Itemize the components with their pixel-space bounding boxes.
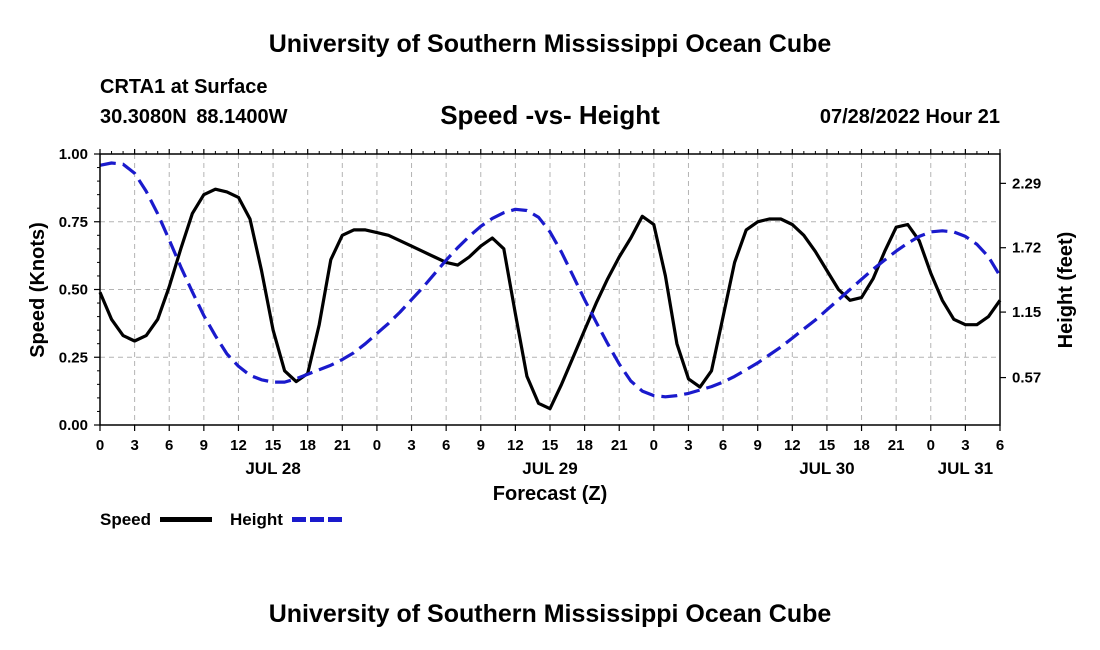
- y-tick-label: 0.50: [59, 282, 88, 299]
- x-tick-label: 9: [477, 437, 485, 454]
- station-coordinates: 30.3080N 88.1400W: [100, 106, 287, 129]
- top-title: University of Southern Mississippi Ocean…: [268, 30, 832, 58]
- y2-tick-label: 1.72: [1012, 240, 1041, 257]
- x-tick-label: 3: [407, 437, 415, 454]
- x-tick-label: 18: [853, 437, 870, 454]
- date-label: JUL 29: [522, 459, 577, 478]
- x-tick-label: 9: [200, 437, 208, 454]
- latitude: 30.3080N: [100, 106, 187, 128]
- y-tick-label: 1.00: [59, 146, 88, 163]
- x-tick-label: 12: [784, 437, 801, 454]
- y-tick-label: 0.25: [59, 349, 88, 366]
- x-tick-label: 0: [96, 437, 104, 454]
- x-tick-label: 18: [576, 437, 593, 454]
- forecast-datetime: 07/28/2022 Hour 21: [819, 106, 1000, 128]
- x-tick-label: 0: [650, 437, 658, 454]
- legend-speed-swatch: [160, 517, 212, 522]
- legend-height-label: Height: [230, 510, 283, 529]
- x-tick-label: 6: [442, 437, 450, 454]
- station-name: CRTA1 at Surface: [100, 76, 268, 98]
- legend-height-swatch: [292, 517, 342, 522]
- x-tick-label: 18: [299, 437, 316, 454]
- y-tick-label: 0.00: [59, 417, 88, 434]
- x-tick-label: 15: [542, 437, 559, 454]
- chart-title: Speed -vs- Height: [440, 100, 660, 130]
- legend-speed-label: Speed: [100, 510, 152, 529]
- x-tick-label: 15: [819, 437, 836, 454]
- y2-tick-label: 0.57: [1012, 370, 1041, 387]
- date-label: JUL 30: [799, 459, 854, 478]
- speed-series-line: [98, 187, 1002, 411]
- x-tick-label: 3: [684, 437, 692, 454]
- y2-tick-label: 1.15: [1012, 304, 1041, 321]
- axes: 0 3 6 9 12 15 18 21 0 3 6 9 12 15 18 21 0 3 6 9 12 15 18 21 0 3 6J…: [59, 146, 1041, 478]
- x-tick-label: 6: [719, 437, 727, 454]
- x-tick-label: 12: [230, 437, 247, 454]
- height-series-line: [99, 161, 1002, 399]
- x-tick-label: 15: [265, 437, 282, 454]
- y-axis-label: Speed (Knots): [27, 222, 49, 358]
- x-tick-label: 0: [927, 437, 935, 454]
- x-tick-label: 21: [611, 437, 628, 454]
- y2-tick-label: 2.29: [1012, 175, 1041, 192]
- x-tick-label: 6: [996, 437, 1004, 454]
- x-tick-label: 6: [165, 437, 173, 454]
- date-label: JUL 31: [938, 459, 993, 478]
- longitude: 88.1400W: [196, 106, 288, 128]
- x-tick-label: 21: [334, 437, 351, 454]
- x-tick-label: 12: [507, 437, 524, 454]
- x-tick-label: 3: [130, 437, 138, 454]
- y2-axis-label: Height (feet): [1055, 232, 1077, 349]
- date-label: JUL 28: [245, 459, 300, 478]
- x-tick-label: 3: [961, 437, 969, 454]
- x-axis-label: Forecast (Z): [493, 483, 607, 505]
- series-lines: [98, 161, 1002, 411]
- y-tick-label: 0.75: [59, 214, 88, 231]
- x-tick-label: 9: [754, 437, 762, 454]
- x-tick-label: 0: [373, 437, 381, 454]
- x-tick-label: 21: [888, 437, 905, 454]
- bottom-title: University of Southern Mississippi Ocean…: [268, 600, 832, 628]
